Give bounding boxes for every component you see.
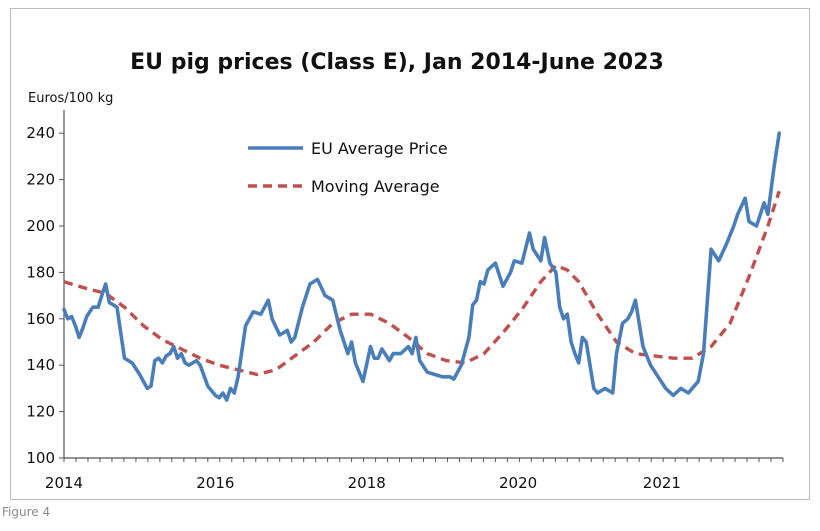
x-tick-label: 2021 [643,474,681,492]
axes: 100 120 140 160 180 200 220 240 2014 2016 2018 2020… [26,110,784,492]
y-tick-label: 100 [26,449,55,467]
y-tick-label: 120 [26,403,55,421]
moving-average-line [63,190,781,377]
legend-eu-average-price: EU Average Price [248,139,448,158]
y-tick-label: 200 [26,217,55,235]
y-tick-label: 160 [26,310,55,328]
legend-eu-average-price-label: EU Average Price [311,139,448,158]
chart-frame [10,8,810,500]
x-tick-label: 2018 [348,474,386,492]
y-tick-label: 240 [26,124,55,142]
legend: EU Average Price Moving Average [248,139,448,196]
y-tick-label: 140 [26,356,55,374]
legend-moving-average-label: Moving Average [311,177,440,196]
legend-moving-average: Moving Average [248,177,440,196]
series-layer [62,131,782,402]
x-tick-label: 2014 [45,474,83,492]
y-tick-label: 180 [26,263,55,281]
x-tick-label: 2016 [196,474,234,492]
x-tick-label: 2020 [499,474,537,492]
y-axis-unit-label: Euros/100 kg [28,91,113,106]
eu-average-price-line [62,131,782,402]
chart-title: EU pig prices (Class E), Jan 2014-June 2… [130,50,664,75]
y-tick-label: 220 [26,171,55,189]
figure-caption: Figure 4 [2,505,51,519]
